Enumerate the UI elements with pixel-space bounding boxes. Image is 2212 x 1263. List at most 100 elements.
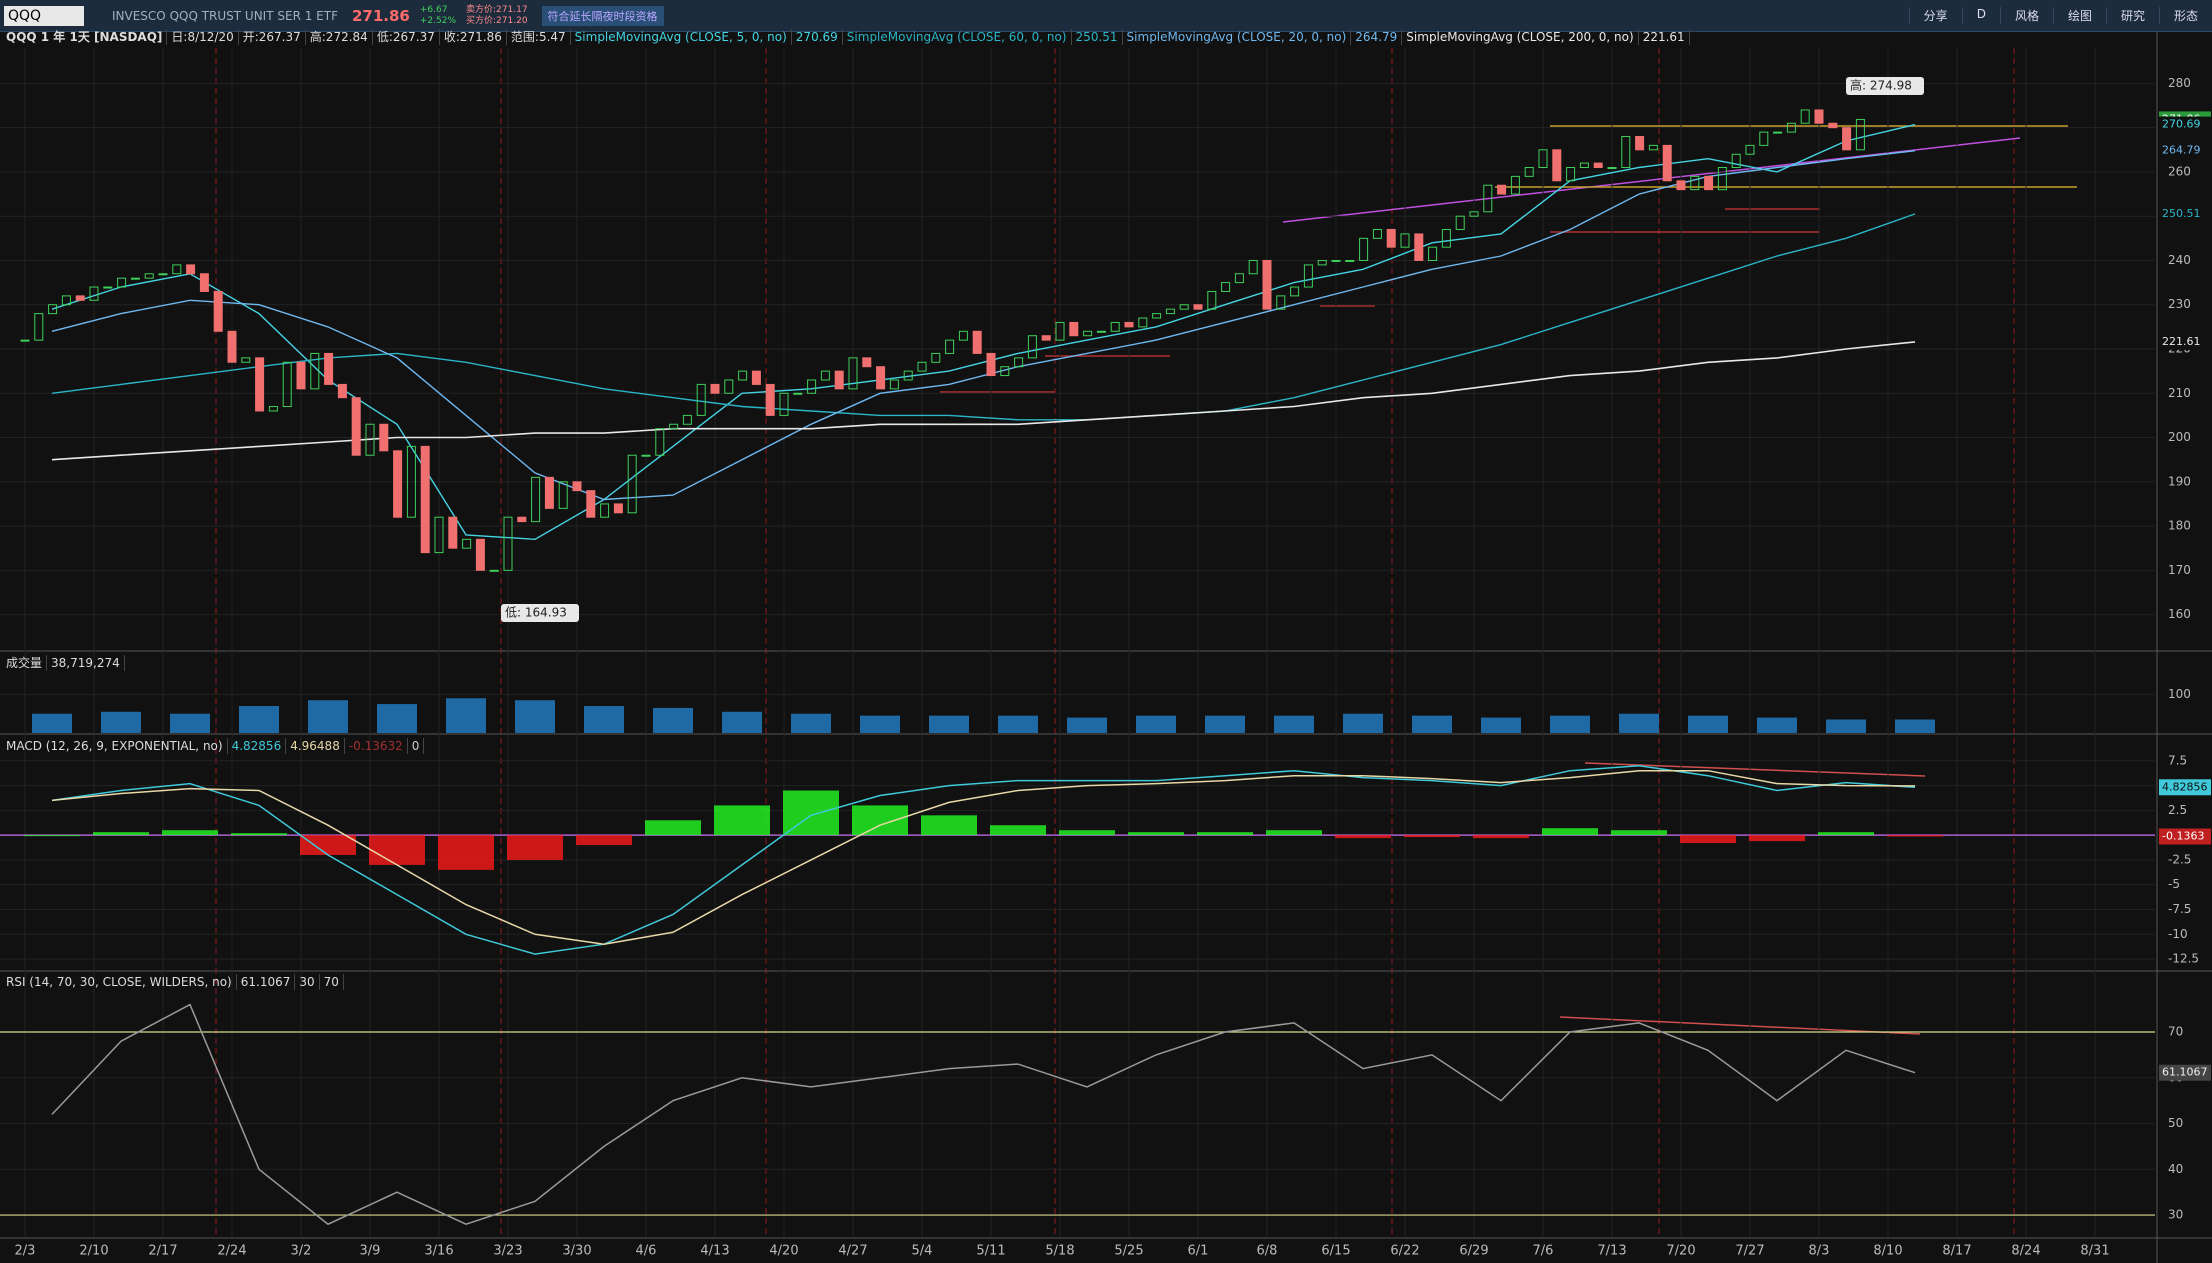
candle-body [655, 428, 665, 456]
extended-hours-badge: 符合延长隔夜时段资格 [541, 5, 664, 26]
toolbar-button[interactable]: 研究 [2105, 7, 2159, 24]
volume-bar [929, 715, 969, 733]
y-tick-label: 240 [2168, 253, 2191, 267]
volume-bar [32, 713, 72, 733]
marks [0, 109, 2155, 1226]
candle-body [889, 379, 899, 390]
candle-body [103, 286, 113, 289]
value-tag-text: 270.69 [2162, 118, 2201, 131]
histogram-bar [990, 825, 1046, 836]
candle-body [572, 481, 582, 492]
x-tick-label: 6/1 [1188, 1244, 1209, 1259]
symbol-input[interactable]: QQQ [4, 5, 84, 26]
histogram-bar [369, 835, 425, 865]
candle-body [558, 481, 568, 509]
candle-body [448, 516, 458, 549]
candle-body [337, 383, 347, 399]
candle-body [517, 516, 527, 523]
candle-body [986, 352, 996, 377]
candle-body [1593, 162, 1603, 169]
histogram-bar [1266, 830, 1322, 836]
x-tick-label: 3/9 [360, 1244, 381, 1259]
y-tick-label: 210 [2168, 386, 2191, 400]
x-tick-label: 7/27 [1735, 1244, 1764, 1259]
candle-body [848, 357, 858, 390]
histogram-bar [645, 820, 701, 836]
histogram-bar [1749, 835, 1805, 842]
x-tick-label: 3/16 [424, 1244, 453, 1259]
candle-body [1276, 295, 1286, 310]
candle-body [1566, 167, 1576, 182]
x-tick-label: 5/4 [912, 1244, 933, 1259]
grid [0, 48, 2155, 1237]
histogram-bar [1887, 835, 1943, 837]
legend-value: 61.1067 [237, 974, 296, 990]
candle-body [1138, 317, 1148, 328]
value-tag [2159, 333, 2211, 350]
histogram-bar [1818, 832, 1874, 836]
candle-body [255, 357, 265, 412]
candle-body [1676, 180, 1686, 191]
value-tag-text: 250.51 [2162, 207, 2201, 220]
histogram-bar [921, 815, 977, 836]
legend-value: 0 [408, 738, 425, 754]
last-price: 271.86 [351, 6, 410, 25]
legend-value: 70 [320, 974, 344, 990]
x-tick-label: 7/6 [1533, 1244, 1554, 1259]
volume-bar [1826, 719, 1866, 733]
candle-body [1124, 321, 1134, 328]
volume-bar [1412, 715, 1452, 733]
x-tick-label: 3/23 [493, 1244, 522, 1259]
toolbar-button[interactable]: 绘图 [2052, 7, 2106, 24]
legend-value: -0.13632 [345, 738, 408, 754]
candle-body [1428, 246, 1438, 261]
candle-body [1234, 273, 1244, 284]
x-tick-label: 2/24 [217, 1244, 246, 1259]
candle-body [227, 330, 237, 363]
study-value: 221.61 [1639, 29, 1690, 45]
header-field: 日:8/12/20 [167, 29, 239, 45]
y-tick-label: -10 [2168, 927, 2188, 941]
y-tick-label: 30 [2168, 1208, 2183, 1222]
toolbar-button[interactable]: 分享 [1908, 7, 1962, 24]
toolbar-button[interactable]: 风格 [1999, 7, 2053, 24]
candle-body [462, 538, 472, 549]
candle-body [434, 516, 444, 554]
legend-value: 30 [295, 974, 320, 990]
toolbar-button[interactable]: D [1961, 7, 2000, 24]
y-tick-label: 200 [2168, 430, 2191, 444]
candle-body [751, 370, 761, 385]
candle-body [158, 273, 168, 276]
macd-header: MACD (12, 26, 9, EXPONENTIAL, no) 4.82856… [2, 738, 425, 754]
x-tick-label: 8/17 [1942, 1244, 1971, 1259]
histogram-bar [507, 835, 563, 860]
histogram-bar [783, 790, 839, 836]
candle-body [351, 397, 361, 456]
candle-body [738, 370, 748, 381]
y-tick-label: 190 [2168, 474, 2191, 488]
value-tag [2159, 205, 2211, 222]
ask: 买方价:271.20 [466, 15, 528, 26]
candle-body [779, 392, 789, 416]
volume-bar [998, 715, 1038, 733]
y-tick-label: 40 [2168, 1162, 2183, 1176]
header-field: 范围:5.47 [507, 29, 571, 45]
price-annotation: 高: 274.98 [1850, 78, 1912, 93]
price-annotation-bg [1846, 77, 1924, 95]
candle-body [1842, 127, 1852, 151]
volume-bar [1274, 715, 1314, 733]
study-name: SimpleMovingAvg (CLOSE, 5, 0, no) [571, 29, 792, 45]
y-tick-label: 160 [2168, 607, 2191, 621]
price-annotation-bg [501, 604, 579, 622]
candle-body [310, 352, 320, 390]
candle-body [1152, 313, 1162, 319]
candle-body [1083, 330, 1093, 337]
rsi-header: RSI (14, 70, 30, CLOSE, WILDERS, no) 61.1… [2, 974, 344, 990]
candle-body [958, 330, 968, 341]
histogram-bar [300, 835, 356, 855]
x-tick-label: 7/20 [1666, 1244, 1695, 1259]
toolbar-button[interactable]: 形态 [2158, 7, 2212, 24]
panel-title: RSI (14, 70, 30, CLOSE, WILDERS, no) [2, 974, 237, 990]
study-name: SimpleMovingAvg (CLOSE, 200, 0, no) [1402, 29, 1639, 45]
